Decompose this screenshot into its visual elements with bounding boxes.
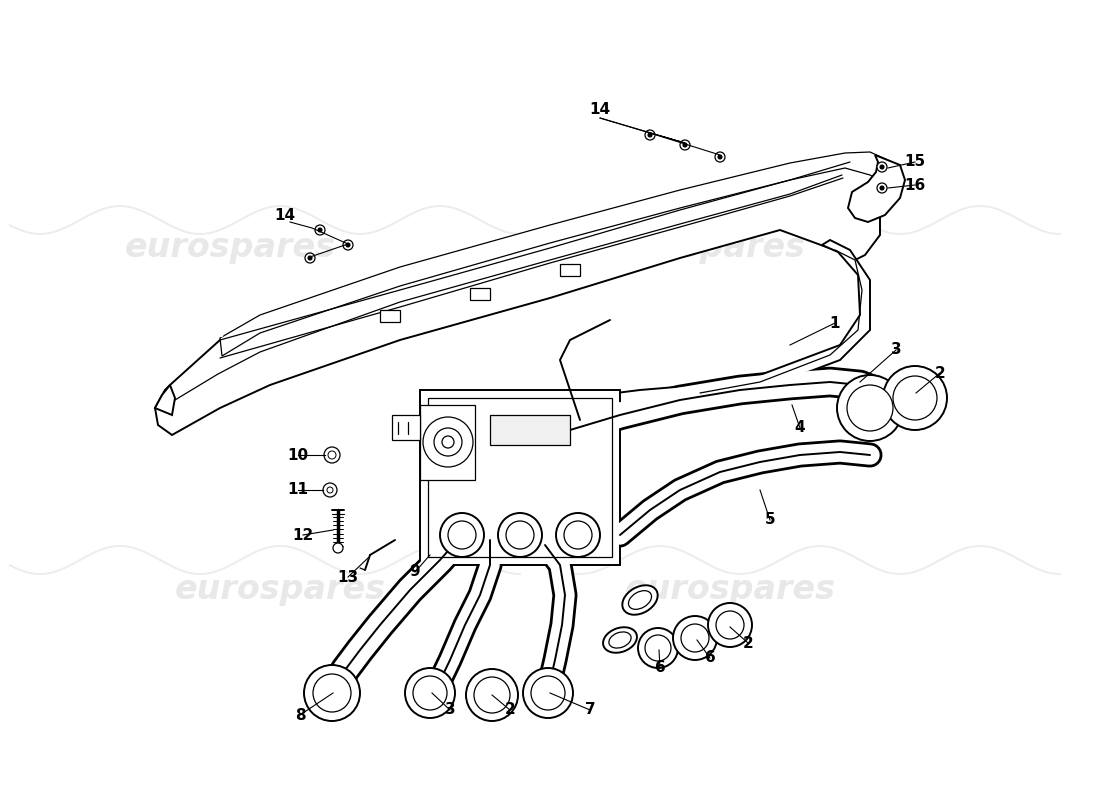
Text: eurospares: eurospares	[124, 231, 336, 265]
Polygon shape	[220, 152, 896, 356]
Circle shape	[318, 228, 322, 232]
Polygon shape	[560, 264, 580, 276]
Ellipse shape	[603, 627, 637, 653]
Text: 10: 10	[287, 447, 309, 462]
Polygon shape	[490, 415, 570, 445]
Polygon shape	[544, 240, 870, 460]
Polygon shape	[392, 415, 420, 440]
Circle shape	[683, 143, 688, 147]
Circle shape	[638, 628, 678, 668]
Circle shape	[327, 487, 333, 493]
Polygon shape	[379, 310, 400, 322]
Text: 8: 8	[295, 707, 306, 722]
Circle shape	[305, 253, 315, 263]
Circle shape	[474, 677, 510, 713]
Ellipse shape	[623, 586, 658, 614]
Circle shape	[877, 183, 887, 193]
Circle shape	[556, 513, 600, 557]
Circle shape	[315, 225, 324, 235]
Circle shape	[716, 611, 744, 639]
Text: 4: 4	[794, 421, 805, 435]
Circle shape	[847, 385, 893, 431]
Text: 12: 12	[293, 527, 314, 542]
Circle shape	[304, 665, 360, 721]
Text: eurospares: eurospares	[175, 574, 385, 606]
Circle shape	[412, 676, 447, 710]
Text: 11: 11	[287, 482, 308, 498]
Text: eurospares: eurospares	[625, 574, 836, 606]
Ellipse shape	[628, 590, 651, 610]
Circle shape	[346, 243, 350, 247]
Circle shape	[893, 376, 937, 420]
Text: 2: 2	[505, 702, 516, 718]
Text: 2: 2	[935, 366, 945, 381]
Circle shape	[877, 162, 887, 172]
Circle shape	[308, 256, 312, 260]
Circle shape	[648, 133, 652, 137]
Circle shape	[708, 603, 752, 647]
Text: 5: 5	[764, 513, 776, 527]
Polygon shape	[848, 155, 905, 222]
Circle shape	[680, 140, 690, 150]
Circle shape	[324, 447, 340, 463]
Circle shape	[405, 668, 455, 718]
Circle shape	[645, 635, 671, 661]
Text: 6: 6	[654, 661, 666, 675]
Text: 14: 14	[274, 207, 296, 222]
Polygon shape	[420, 390, 620, 565]
Circle shape	[673, 616, 717, 660]
Circle shape	[448, 521, 476, 549]
Text: 16: 16	[904, 178, 925, 193]
Circle shape	[314, 674, 351, 712]
Ellipse shape	[609, 632, 631, 648]
Text: 3: 3	[891, 342, 901, 358]
Circle shape	[522, 668, 573, 718]
Text: 14: 14	[590, 102, 610, 118]
Text: eurospares: eurospares	[594, 231, 805, 265]
Circle shape	[424, 417, 473, 467]
Circle shape	[531, 676, 565, 710]
Text: 3: 3	[444, 702, 455, 718]
Polygon shape	[470, 288, 490, 300]
Text: 6: 6	[705, 650, 715, 666]
Polygon shape	[155, 385, 175, 415]
Text: 1: 1	[829, 315, 840, 330]
Ellipse shape	[855, 383, 930, 423]
Circle shape	[564, 521, 592, 549]
Text: 15: 15	[904, 154, 925, 170]
Circle shape	[715, 152, 725, 162]
Text: 9: 9	[409, 565, 420, 579]
Circle shape	[323, 483, 337, 497]
FancyArrow shape	[170, 299, 228, 336]
Circle shape	[442, 436, 454, 448]
Text: 2: 2	[742, 635, 754, 650]
Polygon shape	[155, 155, 900, 435]
Circle shape	[883, 366, 947, 430]
Circle shape	[440, 513, 484, 557]
Polygon shape	[420, 405, 475, 480]
Circle shape	[718, 155, 722, 159]
Circle shape	[328, 451, 336, 459]
Circle shape	[466, 669, 518, 721]
Circle shape	[506, 521, 534, 549]
Text: 13: 13	[338, 570, 359, 585]
Circle shape	[681, 624, 710, 652]
Circle shape	[434, 428, 462, 456]
Circle shape	[343, 240, 353, 250]
Polygon shape	[428, 398, 612, 557]
Circle shape	[645, 130, 654, 140]
Circle shape	[837, 375, 903, 441]
Text: 7: 7	[585, 702, 595, 718]
Circle shape	[880, 186, 884, 190]
Circle shape	[333, 543, 343, 553]
Circle shape	[498, 513, 542, 557]
Circle shape	[880, 165, 884, 169]
